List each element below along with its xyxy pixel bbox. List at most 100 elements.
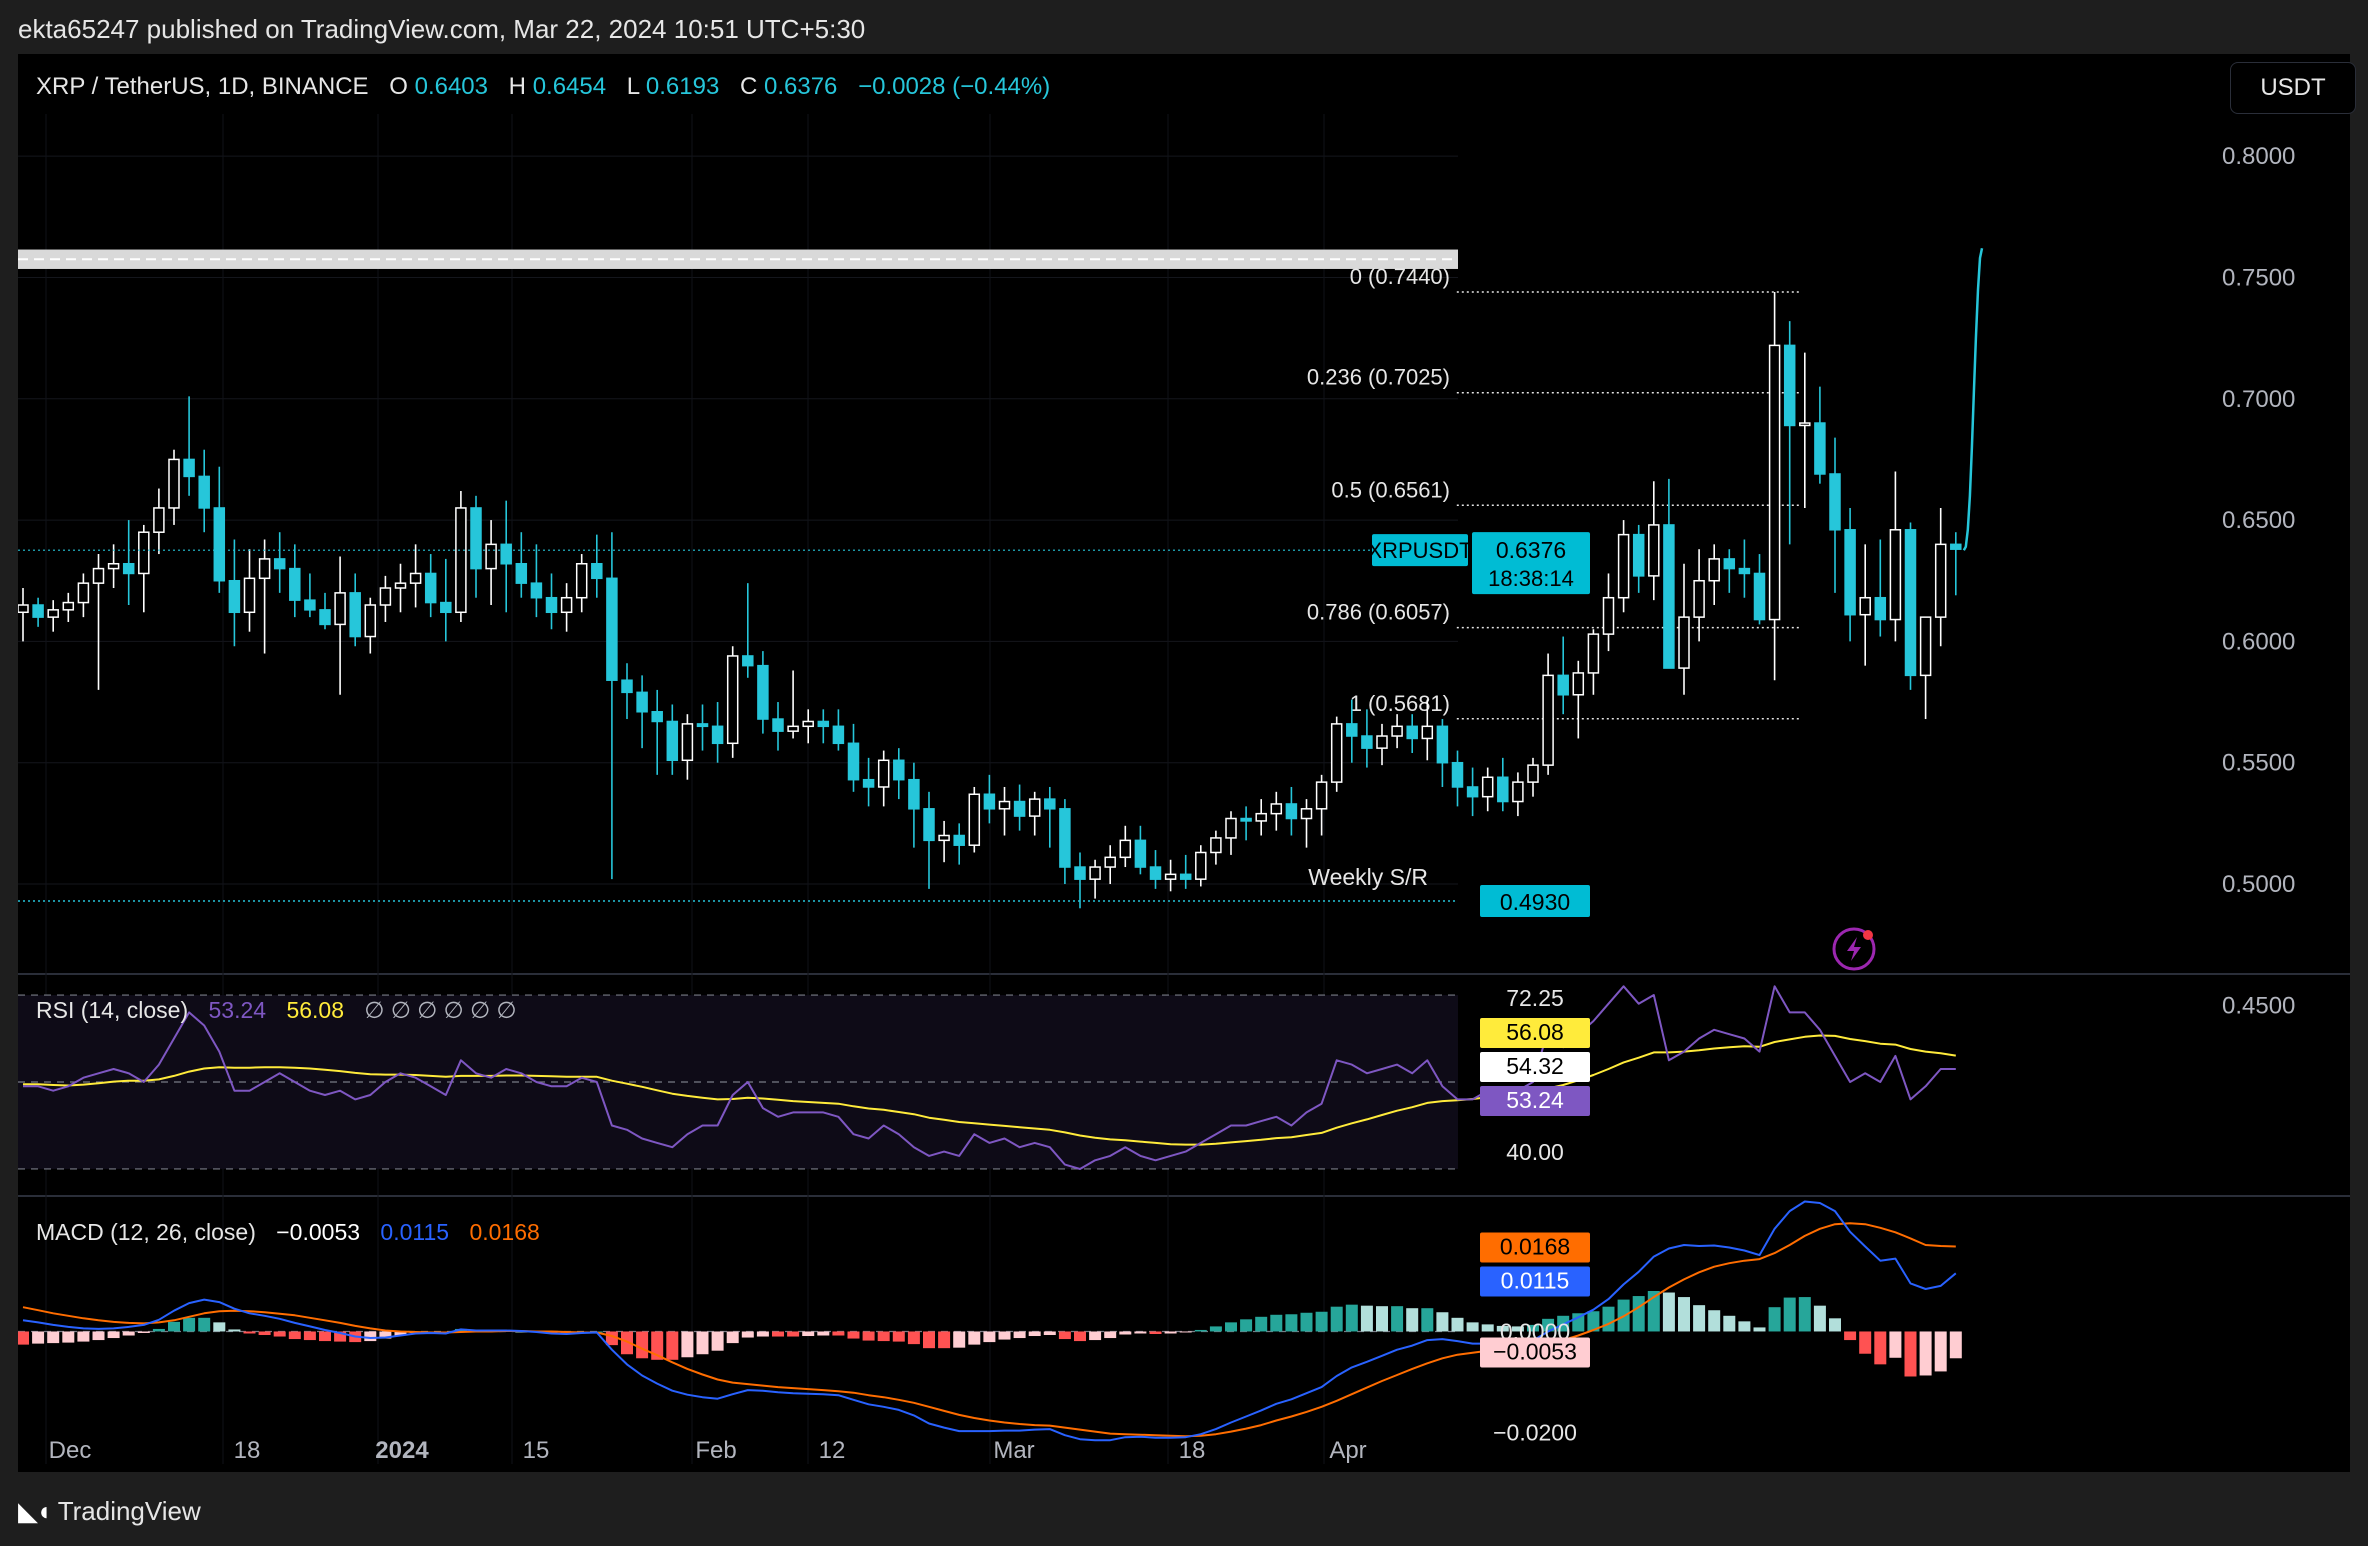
macd-histogram-bar xyxy=(168,1321,180,1332)
legend-low-value: 0.6193 xyxy=(646,73,719,100)
time-tick-label: 18 xyxy=(234,1437,261,1464)
legend-symbol: XRP / TetherUS, 1D, BINANCE O 0.6403 H 0… xyxy=(36,73,1050,100)
macd-histogram-bar xyxy=(1859,1331,1872,1354)
macd-histogram-bar xyxy=(243,1331,256,1334)
macd-histogram-bar xyxy=(273,1331,286,1337)
macd-signal-line xyxy=(22,1222,1956,1438)
candle-body xyxy=(847,742,860,781)
candle-body xyxy=(379,587,392,606)
macd-histogram-bar xyxy=(1632,1296,1645,1332)
candle-body xyxy=(560,596,573,614)
candle-body xyxy=(1844,529,1856,616)
macd-histogram-bar xyxy=(1693,1305,1706,1332)
candle-body xyxy=(243,577,256,614)
macd-histogram-bar xyxy=(1602,1306,1615,1332)
macd-histogram-bar xyxy=(1829,1318,1841,1332)
macd-histogram-bar xyxy=(1013,1331,1026,1339)
macd-histogram-bar xyxy=(877,1331,890,1342)
candle-body xyxy=(1950,543,1962,550)
macd-histogram-bar xyxy=(938,1331,951,1349)
last-price-tag xyxy=(1472,532,1590,595)
time-tick-label: Mar xyxy=(993,1437,1034,1464)
chart-canvas[interactable]: 0 (0.7440) 0.236 (0.7025) 0.5 (0.6561) 0.78… xyxy=(18,54,2350,1472)
macd-histogram-bar xyxy=(198,1317,211,1332)
time-tick-label: 12 xyxy=(819,1437,846,1464)
rsi-legend-value: 53.24 xyxy=(209,997,267,1023)
candle-body xyxy=(92,567,105,584)
legend-close-value: 0.6376 xyxy=(764,73,837,100)
macd-histogram-bar xyxy=(862,1331,875,1341)
macd-histogram-bar xyxy=(1934,1331,1947,1372)
legend-low-label: L xyxy=(627,73,640,100)
macd-histogram-bar xyxy=(1315,1311,1328,1332)
macd-histogram-bar xyxy=(379,1331,392,1339)
rsi-tag-label: 72.25 xyxy=(1506,985,1564,1011)
rsi-tag xyxy=(1480,1052,1590,1082)
candle-body xyxy=(1361,735,1373,749)
macd-tag-label: 0.0115 xyxy=(1501,1267,1570,1293)
macd-histogram-bar xyxy=(968,1331,981,1345)
candle-body xyxy=(1829,473,1841,531)
candle-body xyxy=(485,543,497,570)
price-tick-label: 0.5500 xyxy=(2222,750,2295,777)
macd-histogram-bar xyxy=(1376,1306,1388,1332)
macd-histogram-bar xyxy=(923,1331,935,1349)
time-tick-label: 2024 xyxy=(375,1437,429,1464)
macd-tag xyxy=(1480,1337,1590,1368)
macd-legend-hist: −0.0053 xyxy=(276,1219,360,1245)
macd-histogram-bar xyxy=(1164,1331,1177,1334)
candle-body xyxy=(1028,798,1041,817)
weekly-sr-tag xyxy=(1480,885,1590,918)
candle-body xyxy=(1149,866,1162,880)
macd-histogram-bar xyxy=(1436,1312,1449,1332)
candle-body xyxy=(651,711,663,723)
rsi-ma-line xyxy=(23,1034,1956,1146)
candle-body xyxy=(1874,596,1887,621)
macd-histogram-bar xyxy=(1104,1331,1117,1339)
candle-body xyxy=(1512,781,1524,803)
price-tick-label: 0.7000 xyxy=(2222,386,2295,413)
candle-body xyxy=(1315,781,1328,810)
macd-histogram-bar xyxy=(18,1331,29,1345)
macd-histogram-bar xyxy=(1587,1311,1600,1332)
fib-level-label: 0.236 (0.7025) xyxy=(1307,365,1450,390)
candle-body xyxy=(908,778,920,810)
time-tick-label: 15 xyxy=(523,1437,550,1464)
candle-body xyxy=(1557,674,1569,696)
macd-histogram-bar xyxy=(1451,1317,1464,1332)
legend-high-value: 0.6454 xyxy=(533,73,606,100)
candle-body xyxy=(183,458,195,478)
tradingview-logo[interactable]: ◣◖ TradingView xyxy=(18,1496,201,1527)
candle-body xyxy=(168,458,180,509)
projection-curve xyxy=(1962,248,1984,551)
macd-histogram-bar xyxy=(122,1331,135,1336)
chart-frame[interactable]: 0 (0.7440) 0.236 (0.7025) 0.5 (0.6561) 0.78… xyxy=(18,54,2356,1472)
macd-histogram-bar xyxy=(1919,1331,1932,1376)
currency-unit-button[interactable]: USDT xyxy=(2230,62,2356,114)
candle-body xyxy=(1708,558,1720,582)
alert-lightning-icon[interactable] xyxy=(1832,927,1876,971)
macd-histogram-bar xyxy=(92,1331,105,1341)
price-tick-label: 0.8000 xyxy=(2222,143,2295,170)
macd-histogram-bar xyxy=(1874,1331,1887,1365)
macd-tag xyxy=(1480,1266,1590,1297)
macd-histogram-bar xyxy=(1300,1312,1313,1332)
macd-histogram-bar xyxy=(258,1331,271,1336)
macd-histogram-bar xyxy=(666,1331,679,1360)
candle-body xyxy=(681,723,694,762)
macd-histogram-bar xyxy=(636,1331,649,1359)
candle-body xyxy=(1330,723,1343,783)
candle-body xyxy=(938,834,950,842)
candle-body xyxy=(153,507,165,533)
rsi-legend-extra: ∅ ∅ ∅ ∅ ∅ ∅ xyxy=(364,997,516,1023)
candle-body xyxy=(122,563,135,575)
candle-body xyxy=(1119,839,1132,859)
macd-tag-label: 0.0168 xyxy=(1500,1233,1570,1259)
fib-level-label: 0.786 (0.6057) xyxy=(1307,600,1450,625)
candle-body xyxy=(998,800,1011,810)
candle-body xyxy=(1919,616,1932,677)
candle-body xyxy=(711,725,724,745)
candle-body xyxy=(1648,524,1660,577)
macd-histogram-bar xyxy=(681,1331,694,1358)
macd-histogram-bar xyxy=(1058,1331,1071,1340)
